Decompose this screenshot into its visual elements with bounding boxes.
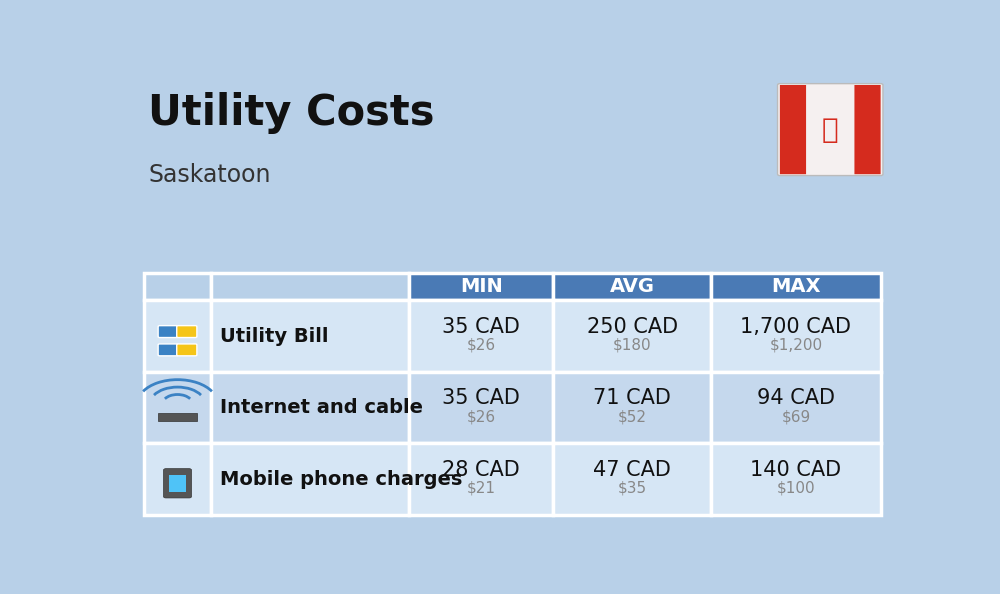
Bar (711, 301, 881, 372)
FancyBboxPatch shape (164, 469, 191, 498)
Text: $21: $21 (467, 481, 496, 496)
Bar (211, 444, 409, 515)
Text: 250 CAD: 250 CAD (587, 317, 678, 337)
Text: Internet and cable: Internet and cable (220, 398, 423, 417)
Bar (553, 273, 711, 301)
FancyBboxPatch shape (854, 85, 881, 174)
Text: 35 CAD: 35 CAD (442, 388, 520, 409)
Text: 35 CAD: 35 CAD (442, 317, 520, 337)
Bar (211, 301, 409, 372)
Text: $35: $35 (618, 481, 647, 496)
Text: 1,700 CAD: 1,700 CAD (740, 317, 851, 337)
Text: 🍁: 🍁 (822, 116, 839, 144)
Bar (711, 444, 881, 515)
Text: Utility Costs: Utility Costs (148, 92, 435, 134)
Text: $1,200: $1,200 (769, 338, 823, 353)
Bar (211, 372, 409, 444)
Bar (144, 372, 211, 444)
Bar (409, 273, 553, 301)
Bar (711, 372, 881, 444)
Text: 28 CAD: 28 CAD (442, 460, 520, 480)
Text: $180: $180 (613, 338, 651, 353)
Bar (409, 301, 553, 372)
Text: AVG: AVG (610, 277, 655, 296)
Text: 94 CAD: 94 CAD (757, 388, 835, 409)
Bar (553, 444, 711, 515)
Bar (711, 273, 881, 301)
Text: $100: $100 (777, 481, 815, 496)
Text: $52: $52 (618, 409, 647, 425)
Text: $26: $26 (467, 409, 496, 425)
Text: 71 CAD: 71 CAD (593, 388, 671, 409)
Text: $69: $69 (781, 409, 811, 425)
Bar (553, 301, 711, 372)
Bar (409, 372, 553, 444)
Bar (144, 273, 211, 301)
Text: Saskatoon: Saskatoon (148, 163, 271, 187)
Text: MAX: MAX (771, 277, 821, 296)
FancyBboxPatch shape (778, 84, 883, 176)
Bar (144, 301, 211, 372)
FancyBboxPatch shape (158, 326, 178, 337)
Bar (144, 444, 211, 515)
Text: 47 CAD: 47 CAD (593, 460, 671, 480)
FancyBboxPatch shape (177, 344, 197, 356)
Bar (158, 413, 197, 421)
Text: Mobile phone charges: Mobile phone charges (220, 470, 462, 489)
Bar (409, 444, 553, 515)
FancyBboxPatch shape (158, 344, 178, 356)
Text: 140 CAD: 140 CAD (750, 460, 842, 480)
Bar (553, 372, 711, 444)
Bar (211, 273, 409, 301)
Text: MIN: MIN (460, 277, 503, 296)
Bar (169, 475, 186, 492)
Text: Utility Bill: Utility Bill (220, 327, 328, 346)
FancyBboxPatch shape (780, 85, 806, 174)
FancyBboxPatch shape (177, 326, 197, 337)
Text: $26: $26 (467, 338, 496, 353)
